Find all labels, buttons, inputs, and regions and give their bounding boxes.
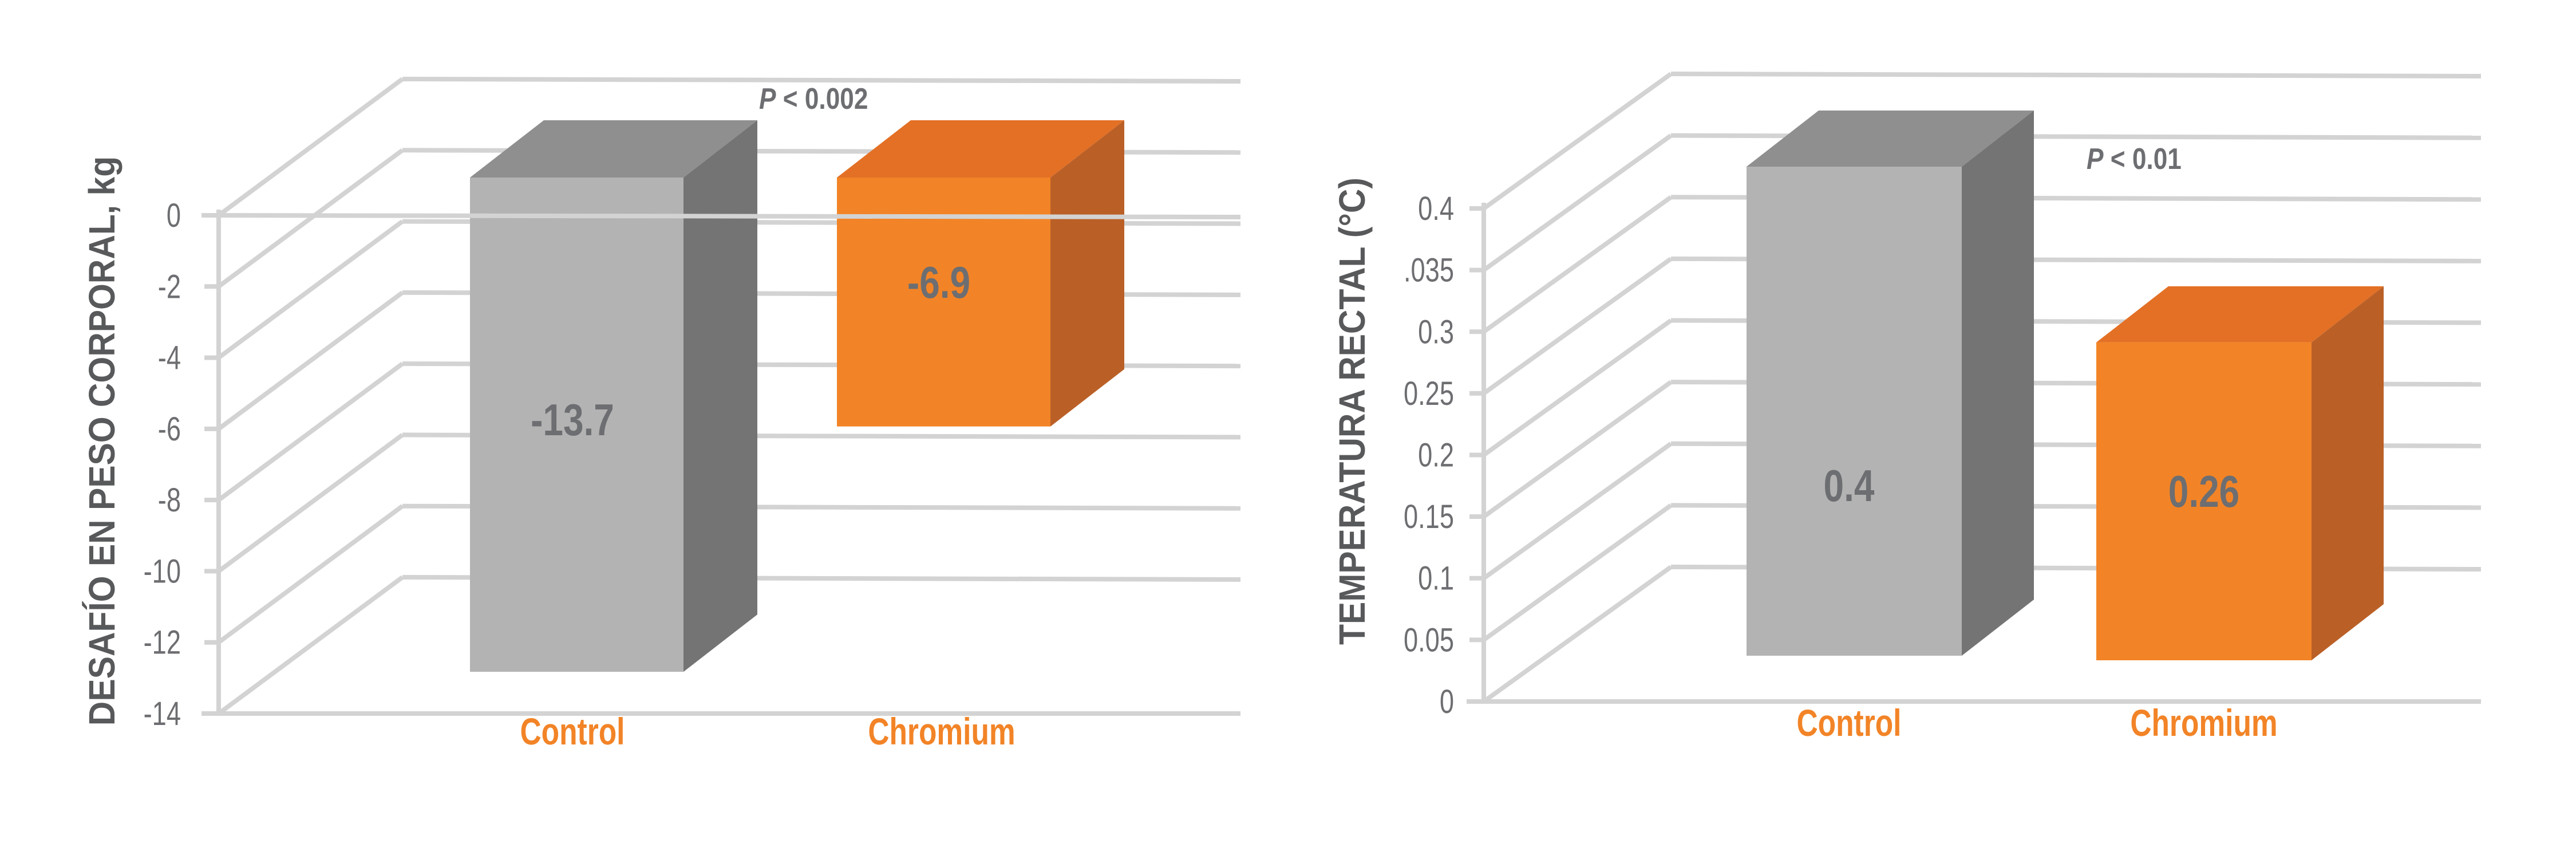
x-category-label: Control — [1797, 702, 1902, 744]
y-tick-label: -12 — [144, 624, 181, 661]
grid-diagonal — [217, 290, 404, 431]
p-value-annotation: P < 0.002 — [759, 82, 868, 116]
grid-diagonal — [217, 504, 404, 644]
p-symbol: P — [2087, 143, 2104, 176]
p-value-annotation: P < 0.01 — [2087, 143, 2182, 176]
bar-control — [470, 120, 757, 672]
y-tick-label: 0.25 — [1404, 376, 1454, 413]
y-tick-label: -2 — [158, 269, 181, 306]
x-category-label: Control — [520, 710, 625, 753]
zero-line — [201, 213, 1241, 219]
bar-side-face — [1050, 120, 1124, 427]
weight-challenge-chart: 0 -2 -4 -6 -8 -10 -12 -14 -13.7 Control -6.9 Chromi… — [82, 77, 1241, 753]
bar-front-face — [2096, 342, 2312, 660]
y-tick-label: .035 — [1404, 252, 1454, 289]
bar-top-face — [1747, 111, 2034, 167]
x-category-label: Chromium — [868, 710, 1015, 753]
grid-diagonal — [1482, 318, 1673, 457]
bar-side-face — [683, 120, 757, 672]
bar-chromium — [2096, 286, 2384, 660]
y-tick-label: -10 — [144, 553, 181, 590]
grid-diagonal — [217, 575, 404, 716]
bar-value-label: -6.9 — [907, 258, 970, 308]
y-tick-label: 0 — [1440, 684, 1454, 721]
bar-chromium — [837, 120, 1124, 427]
y-tick-label: -4 — [158, 340, 181, 377]
grid-diagonal — [1482, 442, 1673, 580]
grid-diagonal — [217, 361, 404, 502]
grid-diagonal — [217, 219, 404, 360]
bar-front-face — [1747, 167, 1962, 656]
y-tick-label: -14 — [144, 696, 181, 733]
y-tick-label: 0 — [167, 198, 181, 235]
y-tick-label: -8 — [158, 482, 181, 519]
grid-diagonal — [1482, 503, 1673, 642]
y-axis-title: TEMPERATURA RECTAL (°C) — [1332, 178, 1373, 645]
p-threshold: < 0.002 — [776, 82, 868, 116]
y-tick-label: 0.3 — [1418, 314, 1454, 351]
x-category-label: Chromium — [2130, 702, 2277, 744]
y-tick-label: 0.2 — [1418, 437, 1454, 474]
bar-value-label: 0.26 — [2168, 467, 2239, 517]
bar-value-label: -13.7 — [531, 395, 614, 445]
grid-diagonal — [1482, 257, 1673, 396]
bar-side-face — [1962, 111, 2034, 656]
gridline — [402, 77, 1241, 84]
y-tick-label: -6 — [158, 411, 181, 448]
y-tick-label: 0.15 — [1404, 499, 1454, 536]
grid-diagonal — [1482, 133, 1673, 272]
grid-diagonal — [1482, 72, 1673, 211]
rectal-temperature-chart: 0.4 .035 0.3 0.25 0.2 0.15 0.1 0.05 0 0.4 Control 0… — [1332, 72, 2482, 744]
y-tick-label: 0.4 — [1418, 191, 1454, 228]
gridline — [1670, 72, 2482, 78]
grid-diagonal — [1482, 195, 1673, 334]
grid-diagonal — [1482, 380, 1673, 519]
bar-control — [1747, 111, 2034, 656]
bar-top-face — [2096, 286, 2384, 342]
y-axis-title: DESAFÍO EN PESO CORPORAL, kg — [82, 156, 123, 726]
grid-diagonal — [1482, 565, 1673, 704]
bar-top-face — [470, 120, 757, 178]
grid-diagonal — [217, 148, 404, 289]
bar-front-face — [837, 178, 1050, 427]
y-tick-label: 0.05 — [1404, 622, 1454, 659]
p-threshold: < 0.01 — [2103, 143, 2181, 176]
bar-value-label: 0.4 — [1824, 461, 1875, 511]
p-symbol: P — [759, 82, 776, 116]
grid-diagonal — [217, 433, 404, 573]
y-tick-label: 0.1 — [1418, 560, 1454, 597]
grid-diagonal — [217, 77, 404, 218]
bar-top-face — [837, 120, 1124, 178]
bar-side-face — [2312, 286, 2384, 660]
bar-front-face — [470, 178, 683, 672]
